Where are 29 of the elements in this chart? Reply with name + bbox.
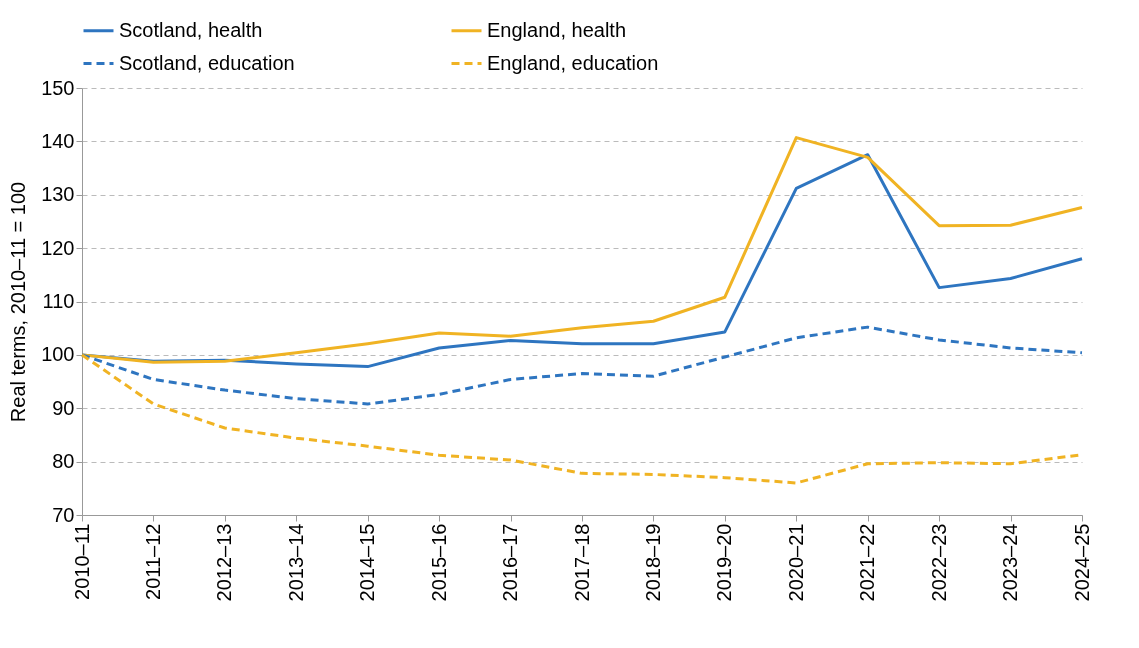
legend-label: Scotland, health	[119, 18, 263, 41]
x-tick-label: 2013–14	[284, 523, 307, 602]
x-tick-label: 2021–22	[856, 523, 879, 602]
x-tick-label: 2010–11	[70, 523, 93, 600]
y-tick-label: 150	[41, 76, 75, 99]
y-tick-label: 110	[42, 290, 75, 312]
x-tick-label: 2017–18	[570, 523, 593, 602]
y-tick-label: 100	[41, 343, 75, 366]
y-tick-label: 120	[41, 236, 75, 259]
x-tick-label: 2012–13	[213, 523, 236, 602]
x-tick-label: 2022–23	[927, 523, 950, 602]
legend-label: England, education	[487, 51, 659, 74]
x-tick-label: 2015–16	[427, 523, 450, 602]
x-tick-label: 2019–20	[713, 523, 736, 602]
x-tick-label: 2014–15	[356, 523, 379, 602]
x-tick-label: 2020–21	[784, 523, 807, 602]
y-tick-label: 70	[52, 503, 75, 526]
x-tick-label: 2024–25	[1070, 523, 1093, 602]
y-tick-label: 140	[41, 129, 75, 152]
x-tick-label: 2023–24	[999, 523, 1022, 602]
x-tick-label: 2011–12	[141, 523, 164, 600]
y-tick-label: 90	[52, 396, 75, 419]
y-axis-title: Real terms, 2010–11 = 100	[7, 181, 30, 423]
y-tick-label: 130	[41, 183, 75, 206]
legend-label: England, health	[487, 18, 627, 41]
legend-label: Scotland, education	[119, 51, 295, 74]
y-tick-label: 80	[52, 450, 75, 473]
x-tick-label: 2016–17	[499, 523, 522, 602]
x-tick-label: 2018–19	[641, 523, 664, 602]
